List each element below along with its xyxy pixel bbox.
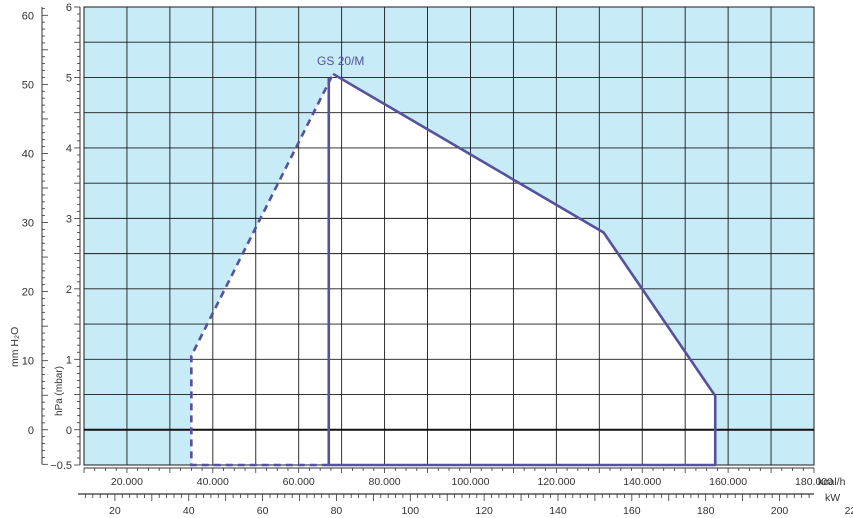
mm-tick-label: 20 bbox=[22, 287, 34, 299]
kcal-tick-label: 180.000 bbox=[795, 476, 833, 488]
kw-tick-label: 140 bbox=[549, 505, 567, 517]
mm-water-axis-title: mm H₂O bbox=[9, 327, 21, 367]
kw-tick-label: 60 bbox=[257, 505, 269, 517]
mm-tick-label: 10 bbox=[22, 356, 34, 368]
kcal-unit-label: kcal/h bbox=[818, 476, 846, 488]
hpa-tick-label: 2 bbox=[66, 284, 72, 296]
kcal-tick-label: 160.000 bbox=[709, 476, 747, 488]
kcal-tick-label: 100.000 bbox=[451, 476, 489, 488]
mm-tick-label: 0 bbox=[28, 425, 34, 437]
mm-tick-label: 60 bbox=[22, 10, 34, 22]
mm-water-axis: 0 10 20 30 40 50 60 bbox=[22, 7, 48, 465]
hpa-tick-label: 5 bbox=[66, 72, 72, 84]
kw-unit-label: kW bbox=[825, 492, 840, 504]
kw-tick-label: 20 bbox=[109, 505, 121, 517]
hpa-tick-label: 6 bbox=[66, 2, 72, 14]
kcal-tick-label: 20.000 bbox=[111, 476, 143, 488]
mm-tick-label: 40 bbox=[22, 148, 34, 160]
kw-tick-label: 100 bbox=[402, 505, 420, 517]
kcal-tick-label: 80.000 bbox=[369, 476, 401, 488]
working-range-area bbox=[191, 73, 716, 465]
working-curve-solid bbox=[327, 72, 717, 467]
kw-tick-label: 80 bbox=[331, 505, 343, 517]
model-label: GS 20/M bbox=[317, 54, 364, 68]
mm-tick-label: 50 bbox=[22, 79, 34, 91]
kw-tick-label: 180 bbox=[697, 505, 715, 517]
hpa-tick-label: −0.5 bbox=[50, 460, 72, 472]
kcal-tick-label: 60.000 bbox=[283, 476, 315, 488]
hpa-tick-label: 4 bbox=[66, 143, 72, 155]
hpa-tick-label: 0 bbox=[66, 425, 72, 437]
hpa-tick-label: 1 bbox=[66, 354, 72, 366]
kw-axis: 20 40 60 80 100 120 140 160 180 200 220 bbox=[78, 493, 853, 517]
hpa-tick-label: 3 bbox=[66, 213, 72, 225]
grid-lines bbox=[83, 6, 815, 466]
kcal-axis: 20.000 40.000 60.000 80.000 100.000 120.000 14… bbox=[83, 467, 833, 488]
kw-tick-label: 120 bbox=[475, 505, 493, 517]
mm-water-axis-title-text: mm H₂O bbox=[9, 327, 21, 367]
kw-tick-label: 220 bbox=[845, 505, 853, 517]
hpa-axis: −0.5 0 1 2 3 4 5 6 bbox=[50, 2, 81, 472]
hpa-axis-title: hPa (mbar) bbox=[54, 366, 65, 416]
kcal-tick-label: 140.000 bbox=[623, 476, 661, 488]
kw-tick-label: 160 bbox=[623, 505, 641, 517]
working-curve-dashed bbox=[190, 73, 335, 467]
kw-tick-label: 40 bbox=[183, 505, 195, 517]
kcal-tick-label: 40.000 bbox=[197, 476, 229, 488]
mm-tick-label: 30 bbox=[22, 218, 34, 230]
kcal-tick-label: 120.000 bbox=[537, 476, 575, 488]
kw-tick-label: 200 bbox=[771, 505, 789, 517]
